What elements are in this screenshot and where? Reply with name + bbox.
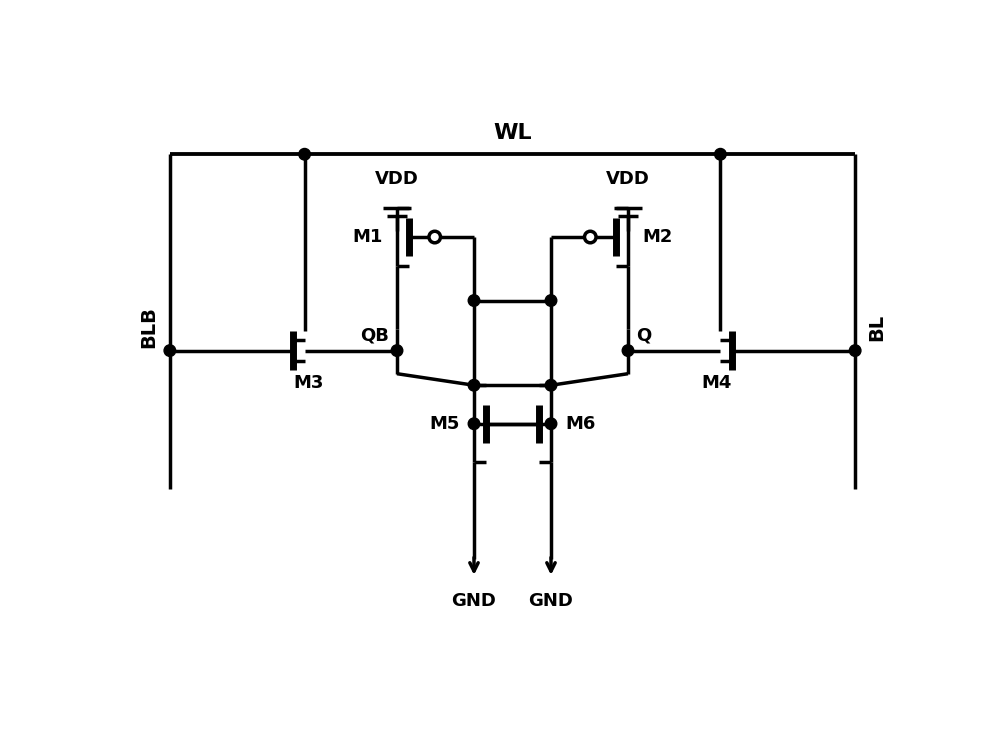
Text: VDD: VDD: [606, 170, 650, 188]
Circle shape: [164, 345, 176, 357]
Text: M5: M5: [430, 414, 460, 433]
Circle shape: [468, 418, 480, 429]
Circle shape: [715, 149, 726, 160]
Text: Q: Q: [636, 326, 651, 344]
Circle shape: [299, 149, 310, 160]
Text: M2: M2: [642, 228, 672, 246]
Text: M6: M6: [565, 414, 595, 433]
Text: VDD: VDD: [375, 170, 419, 188]
Circle shape: [468, 295, 480, 306]
Text: WL: WL: [493, 123, 532, 143]
Circle shape: [584, 231, 596, 243]
Text: M1: M1: [353, 228, 383, 246]
Circle shape: [429, 231, 441, 243]
Circle shape: [391, 345, 403, 357]
Text: BLB: BLB: [139, 306, 158, 349]
Circle shape: [545, 295, 557, 306]
Circle shape: [622, 345, 634, 357]
Circle shape: [849, 345, 861, 357]
Text: M3: M3: [293, 374, 324, 392]
Text: BL: BL: [867, 314, 886, 341]
Circle shape: [545, 380, 557, 391]
Text: M4: M4: [701, 374, 732, 392]
Text: QB: QB: [360, 326, 389, 344]
Text: GND: GND: [529, 592, 573, 610]
Circle shape: [468, 380, 480, 391]
Text: GND: GND: [452, 592, 496, 610]
Circle shape: [545, 418, 557, 429]
